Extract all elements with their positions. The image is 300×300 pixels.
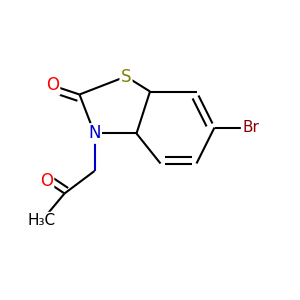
Text: Br: Br (242, 120, 259, 135)
Text: S: S (121, 68, 131, 85)
Text: N: N (88, 124, 101, 142)
Text: O: O (46, 76, 59, 94)
Text: O: O (40, 172, 53, 190)
Text: H₃C: H₃C (28, 213, 56, 228)
